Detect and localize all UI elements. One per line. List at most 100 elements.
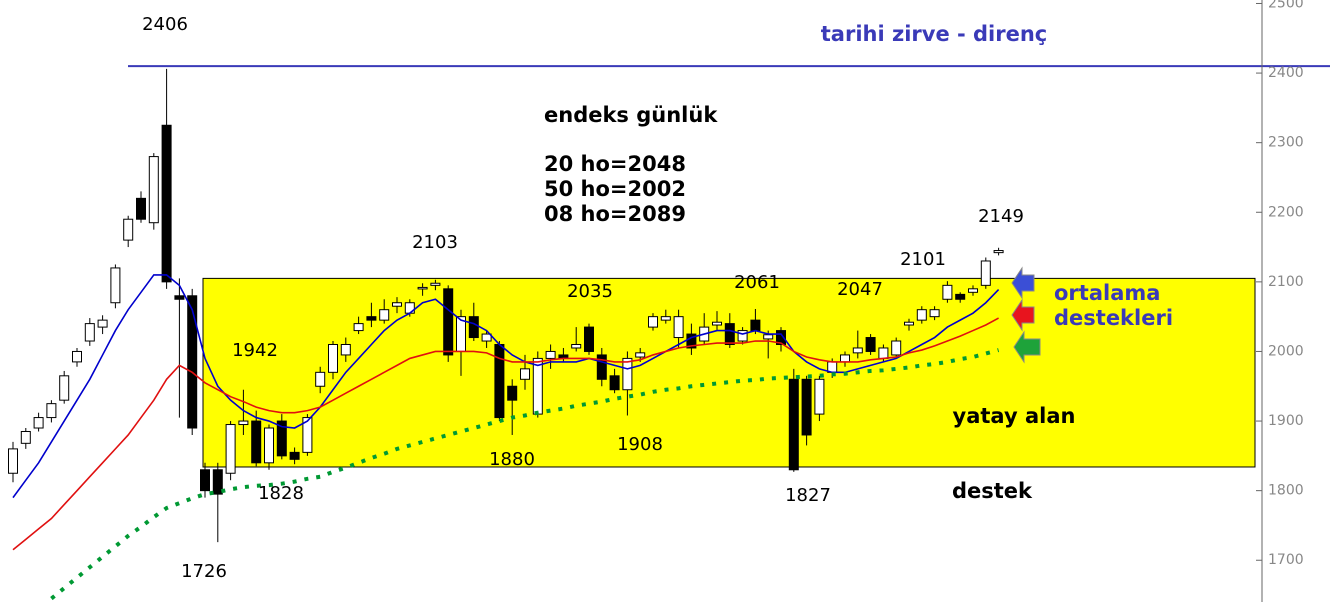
y-tick-label: 2000 [1268,343,1304,359]
candle-body [161,124,172,283]
price-label: 1908 [617,434,663,455]
candle-body [878,347,889,359]
candle-body [456,316,466,352]
price-label: 2103 [412,232,458,253]
candle-body [916,309,927,321]
price-label: 2047 [837,279,883,300]
candle-body [712,321,722,326]
candle-body [264,427,274,464]
candle-body [648,316,658,328]
candle-body [392,302,402,307]
candle-body [673,316,684,339]
candle-body [980,260,991,286]
y-tick-label: 1700 [1268,552,1304,568]
candle-body [289,451,300,460]
price-label: 1942 [232,340,278,361]
candle-body [596,354,607,380]
candle-body [340,343,351,356]
candle-body [904,321,914,326]
price-label: 2061 [734,272,780,293]
candle-body [468,316,479,339]
price-label: 2149 [978,206,1024,227]
arrow [1011,266,1035,300]
candle-body [200,469,210,492]
candle-body [724,323,735,345]
candle-body [788,378,799,471]
candle-body [276,420,287,457]
candle-body [571,343,582,349]
y-tick-label: 2100 [1268,274,1304,290]
candle-body [33,417,44,429]
candle-body [238,420,249,426]
candle-body [251,420,262,464]
candle-body [942,284,953,300]
candle-body [750,319,761,332]
candle-body [136,197,146,220]
candle-body [968,288,978,293]
ma-label: 08 ho=2089 [544,202,686,226]
candle-body [776,330,786,345]
price-label: 2035 [567,281,613,302]
candle-body [840,354,850,363]
candle-body [609,375,620,391]
candle-body [8,448,18,474]
candle-body [929,309,940,318]
ma-label: 50 ho=2002 [544,177,686,201]
price-label: 1827 [785,485,831,506]
resistance-label: tarihi zirve - direnç [821,22,1048,46]
arrow [1013,330,1041,364]
zone-label: yatay alan [953,404,1076,428]
price-label: 2101 [900,249,946,270]
ma-line [12,317,999,551]
candle-body [520,368,530,380]
candle-body [315,371,326,387]
candle-body [763,334,774,340]
candle-body [891,340,902,356]
candle-body [148,156,159,224]
y-tick-label: 2500 [1268,0,1304,11]
candle-body [212,469,223,495]
candle-body [379,309,390,321]
candle-body [737,330,748,342]
candle-body [993,250,1004,254]
y-tick-label: 1900 [1268,413,1304,429]
candle-body [801,378,812,436]
candle-body [97,319,108,328]
candle-body [443,288,454,356]
candle-body [46,403,57,419]
candle-body [187,295,198,429]
candle-body [84,323,95,342]
candle-body [481,333,492,342]
candle-body [110,267,121,304]
price-label: 2406 [142,14,188,35]
candle-body [955,293,966,300]
candle-body [430,282,441,286]
y-tick-label: 2400 [1268,65,1304,81]
candle-body [865,337,876,352]
y-tick-label: 2300 [1268,135,1304,151]
candle-body [302,417,313,453]
candle-body [852,347,863,354]
candle-body [494,343,505,419]
candle-body [20,430,31,444]
candle-body [174,295,185,300]
candle-body [123,218,134,241]
candle-body [660,316,671,321]
support-label: destekleri [1054,306,1173,330]
candle-body [59,375,70,401]
price-label: 1880 [489,449,535,470]
price-label: 1726 [181,561,227,582]
candle-body [532,357,543,415]
chart-title: endeks günlük [544,103,718,127]
candle-body [635,352,646,358]
candle-body [507,385,518,401]
candle-body [366,316,377,321]
zone-bottom-label: destek [952,479,1033,503]
candle-body [814,378,825,415]
candle-body [225,424,236,474]
candle-body [622,357,633,391]
candle-body [328,343,338,373]
candle-body [417,286,428,290]
candle-body [545,350,556,359]
